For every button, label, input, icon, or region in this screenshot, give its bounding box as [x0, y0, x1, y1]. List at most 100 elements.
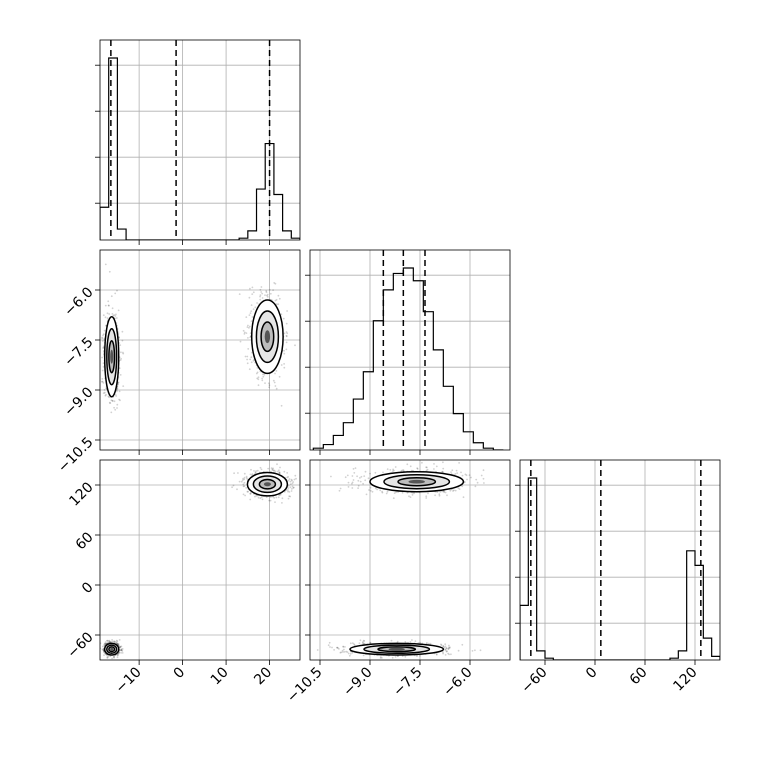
- sample-point: [109, 402, 112, 404]
- sample-point: [274, 299, 277, 302]
- sample-point: [408, 495, 410, 498]
- sample-point: [288, 495, 291, 498]
- sample-point: [274, 501, 276, 503]
- sample-point: [404, 655, 407, 658]
- sample-point: [116, 289, 118, 292]
- sample-point: [119, 646, 122, 649]
- sample-point: [118, 639, 121, 641]
- sample-point: [369, 642, 372, 644]
- sample-point: [120, 652, 122, 654]
- sample-point: [447, 652, 449, 655]
- sample-point: [409, 465, 412, 468]
- sample-point: [261, 379, 264, 382]
- x-tick-label: 0: [583, 664, 601, 682]
- sample-point: [287, 487, 290, 489]
- density-contour: [263, 482, 271, 487]
- sample-point: [242, 329, 245, 332]
- joint-panel-0: [101, 263, 296, 414]
- sample-point: [268, 499, 271, 502]
- sample-point: [442, 651, 444, 654]
- sample-point: [261, 297, 264, 299]
- sample-point: [119, 646, 121, 648]
- sample-point: [461, 474, 464, 477]
- density-contour: [264, 330, 271, 344]
- sample-point: [107, 640, 110, 643]
- sample-point: [291, 488, 293, 490]
- sample-point: [349, 642, 352, 645]
- sample-point: [247, 324, 249, 327]
- sample-point: [231, 486, 234, 489]
- sample-point: [250, 310, 253, 312]
- sample-point: [122, 351, 124, 354]
- sample-point: [248, 327, 250, 329]
- sample-point: [106, 317, 109, 319]
- sample-point: [416, 655, 419, 657]
- sample-point: [111, 400, 114, 402]
- sample-point: [429, 642, 432, 645]
- sample-point: [425, 495, 428, 498]
- sample-point: [363, 475, 366, 477]
- sample-point: [273, 381, 276, 384]
- sample-point: [275, 298, 278, 301]
- sample-point: [283, 470, 286, 473]
- sample-point: [338, 648, 340, 650]
- sample-point: [120, 645, 123, 648]
- sample-point: [111, 399, 114, 402]
- sample-point: [283, 352, 286, 355]
- sample-point: [107, 300, 110, 303]
- sample-point: [108, 304, 110, 307]
- sample-point: [121, 652, 124, 654]
- sample-point: [451, 469, 454, 472]
- sample-point: [268, 289, 271, 291]
- sample-point: [292, 481, 295, 483]
- sample-point: [256, 302, 258, 304]
- sample-point: [113, 656, 115, 659]
- sample-point: [110, 399, 113, 402]
- joint-panel-1: [100, 463, 308, 660]
- sample-point: [425, 469, 428, 472]
- sample-point: [259, 466, 262, 469]
- x-tick-label: 20: [251, 664, 275, 688]
- sample-point: [116, 403, 119, 406]
- sample-point: [343, 651, 346, 653]
- sample-point: [439, 491, 442, 493]
- sample-point: [291, 479, 293, 482]
- sample-point: [306, 497, 308, 499]
- sample-point: [265, 291, 268, 294]
- sample-point: [448, 647, 451, 650]
- sample-point: [247, 348, 250, 350]
- sample-point: [264, 382, 266, 384]
- sample-point: [434, 494, 436, 497]
- sample-point: [275, 370, 278, 372]
- sample-point: [295, 477, 297, 480]
- sample-point: [415, 654, 418, 657]
- sample-point: [338, 489, 341, 492]
- sample-point: [266, 296, 269, 298]
- sample-point: [245, 475, 248, 478]
- sample-point: [404, 641, 407, 643]
- sample-point: [120, 649, 123, 651]
- sample-point: [250, 356, 253, 359]
- sample-point: [255, 372, 258, 375]
- sample-point: [426, 466, 428, 469]
- sample-point: [450, 471, 452, 473]
- sample-point: [106, 639, 109, 642]
- sample-point: [102, 649, 105, 652]
- sample-point: [294, 344, 296, 347]
- sample-point: [109, 640, 111, 643]
- sample-point: [103, 643, 106, 646]
- sample-point: [240, 480, 243, 483]
- sample-point: [118, 390, 121, 393]
- sample-point: [289, 495, 292, 498]
- sample-point: [257, 378, 260, 381]
- sample-point: [281, 497, 284, 500]
- sample-point: [120, 649, 123, 652]
- sample-point: [280, 313, 283, 316]
- sample-point: [363, 640, 366, 642]
- sample-point: [331, 646, 333, 649]
- sample-point: [266, 294, 268, 297]
- sample-point: [102, 382, 105, 384]
- sample-point: [102, 362, 105, 365]
- y-tick-label: −6.0: [61, 284, 96, 319]
- sample-point: [289, 480, 292, 483]
